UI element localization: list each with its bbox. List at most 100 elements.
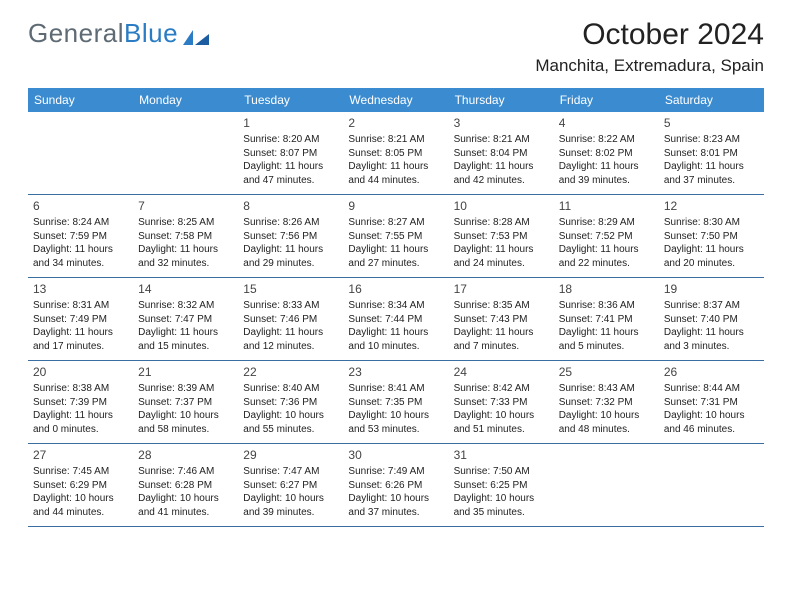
sunset-line: Sunset: 7:59 PM bbox=[33, 230, 128, 244]
day-cell: 10Sunrise: 8:28 AMSunset: 7:53 PMDayligh… bbox=[449, 195, 554, 277]
sunrise-line: Sunrise: 7:50 AM bbox=[454, 465, 549, 479]
brand-text-1: General bbox=[28, 18, 124, 49]
brand-sail-icon bbox=[181, 24, 211, 44]
sunset-line: Sunset: 7:33 PM bbox=[454, 396, 549, 410]
sunset-line: Sunset: 7:46 PM bbox=[243, 313, 338, 327]
day-cell: 31Sunrise: 7:50 AMSunset: 6:25 PMDayligh… bbox=[449, 444, 554, 526]
day-number: 13 bbox=[33, 281, 128, 297]
day-number: 26 bbox=[664, 364, 759, 380]
day-cell: 25Sunrise: 8:43 AMSunset: 7:32 PMDayligh… bbox=[554, 361, 659, 443]
weeks-container: 1Sunrise: 8:20 AMSunset: 8:07 PMDaylight… bbox=[28, 112, 764, 527]
sunset-line: Sunset: 6:28 PM bbox=[138, 479, 233, 493]
daylight-line: Daylight: 11 hours and 22 minutes. bbox=[559, 243, 654, 270]
day-cell: 2Sunrise: 8:21 AMSunset: 8:05 PMDaylight… bbox=[343, 112, 448, 194]
daylight-line: Daylight: 11 hours and 29 minutes. bbox=[243, 243, 338, 270]
day-number: 21 bbox=[138, 364, 233, 380]
sunset-line: Sunset: 7:47 PM bbox=[138, 313, 233, 327]
sunrise-line: Sunrise: 8:31 AM bbox=[33, 299, 128, 313]
sunrise-line: Sunrise: 8:27 AM bbox=[348, 216, 443, 230]
daylight-line: Daylight: 11 hours and 10 minutes. bbox=[348, 326, 443, 353]
sunset-line: Sunset: 8:04 PM bbox=[454, 147, 549, 161]
daylight-line: Daylight: 10 hours and 46 minutes. bbox=[664, 409, 759, 436]
daylight-line: Daylight: 11 hours and 47 minutes. bbox=[243, 160, 338, 187]
header: GeneralBlue October 2024 Manchita, Extre… bbox=[28, 18, 764, 76]
sunset-line: Sunset: 7:40 PM bbox=[664, 313, 759, 327]
sunrise-line: Sunrise: 8:21 AM bbox=[454, 133, 549, 147]
daylight-line: Daylight: 11 hours and 42 minutes. bbox=[454, 160, 549, 187]
day-cell: 7Sunrise: 8:25 AMSunset: 7:58 PMDaylight… bbox=[133, 195, 238, 277]
day-number: 7 bbox=[138, 198, 233, 214]
day-number: 3 bbox=[454, 115, 549, 131]
day-cell: 29Sunrise: 7:47 AMSunset: 6:27 PMDayligh… bbox=[238, 444, 343, 526]
day-number: 22 bbox=[243, 364, 338, 380]
sunrise-line: Sunrise: 8:39 AM bbox=[138, 382, 233, 396]
day-number: 17 bbox=[454, 281, 549, 297]
daylight-line: Daylight: 11 hours and 3 minutes. bbox=[664, 326, 759, 353]
sunrise-line: Sunrise: 8:36 AM bbox=[559, 299, 654, 313]
daylight-line: Daylight: 10 hours and 39 minutes. bbox=[243, 492, 338, 519]
sunrise-line: Sunrise: 8:35 AM bbox=[454, 299, 549, 313]
day-number: 18 bbox=[559, 281, 654, 297]
day-number: 4 bbox=[559, 115, 654, 131]
sunrise-line: Sunrise: 8:29 AM bbox=[559, 216, 654, 230]
dow-cell: Sunday bbox=[28, 88, 133, 112]
day-cell: 1 Sunrise: 8:20 AMSunset: 8:07 PMDaylight… bbox=[238, 112, 343, 194]
sunset-line: Sunset: 7:44 PM bbox=[348, 313, 443, 327]
day-cell: 18Sunrise: 8:36 AMSunset: 7:41 PMDayligh… bbox=[554, 278, 659, 360]
empty-cell bbox=[28, 112, 133, 194]
week-row: 13Sunrise: 8:31 AMSunset: 7:49 PMDayligh… bbox=[28, 278, 764, 361]
day-cell: 17Sunrise: 8:35 AMSunset: 7:43 PMDayligh… bbox=[449, 278, 554, 360]
location-text: Manchita, Extremadura, Spain bbox=[535, 56, 764, 76]
day-number: 25 bbox=[559, 364, 654, 380]
dow-cell: Thursday bbox=[449, 88, 554, 112]
day-number: 28 bbox=[138, 447, 233, 463]
daylight-line: Daylight: 11 hours and 17 minutes. bbox=[33, 326, 128, 353]
daylight-line: Daylight: 11 hours and 0 minutes. bbox=[33, 409, 128, 436]
sunset-line: Sunset: 8:05 PM bbox=[348, 147, 443, 161]
day-number: 16 bbox=[348, 281, 443, 297]
sunset-line: Sunset: 7:56 PM bbox=[243, 230, 338, 244]
day-number: 24 bbox=[454, 364, 549, 380]
sunset-line: Sunset: 7:43 PM bbox=[454, 313, 549, 327]
day-number: 29 bbox=[243, 447, 338, 463]
day-cell: 28Sunrise: 7:46 AMSunset: 6:28 PMDayligh… bbox=[133, 444, 238, 526]
sunset-line: Sunset: 7:55 PM bbox=[348, 230, 443, 244]
day-cell: 3 Sunrise: 8:21 AMSunset: 8:04 PMDaylight… bbox=[449, 112, 554, 194]
brand-logo: GeneralBlue bbox=[28, 18, 211, 49]
day-cell: 20Sunrise: 8:38 AMSunset: 7:39 PMDayligh… bbox=[28, 361, 133, 443]
week-row: 27Sunrise: 7:45 AMSunset: 6:29 PMDayligh… bbox=[28, 444, 764, 527]
day-cell: 12Sunrise: 8:30 AMSunset: 7:50 PMDayligh… bbox=[659, 195, 764, 277]
sunrise-line: Sunrise: 8:20 AM bbox=[243, 133, 338, 147]
day-cell: 9Sunrise: 8:27 AMSunset: 7:55 PMDaylight… bbox=[343, 195, 448, 277]
day-cell: 19Sunrise: 8:37 AMSunset: 7:40 PMDayligh… bbox=[659, 278, 764, 360]
sunrise-line: Sunrise: 8:26 AM bbox=[243, 216, 338, 230]
sunrise-line: Sunrise: 8:23 AM bbox=[664, 133, 759, 147]
day-number: 19 bbox=[664, 281, 759, 297]
day-number: 14 bbox=[138, 281, 233, 297]
sunrise-line: Sunrise: 8:28 AM bbox=[454, 216, 549, 230]
sunrise-line: Sunrise: 7:45 AM bbox=[33, 465, 128, 479]
calendar-page: GeneralBlue October 2024 Manchita, Extre… bbox=[0, 0, 792, 545]
calendar-grid: SundayMondayTuesdayWednesdayThursdayFrid… bbox=[28, 88, 764, 527]
sunrise-line: Sunrise: 8:34 AM bbox=[348, 299, 443, 313]
sunset-line: Sunset: 8:07 PM bbox=[243, 147, 338, 161]
sunrise-line: Sunrise: 8:44 AM bbox=[664, 382, 759, 396]
day-number: 10 bbox=[454, 198, 549, 214]
sunrise-line: Sunrise: 8:40 AM bbox=[243, 382, 338, 396]
day-number: 1 bbox=[243, 115, 338, 131]
daylight-line: Daylight: 10 hours and 51 minutes. bbox=[454, 409, 549, 436]
sunrise-line: Sunrise: 8:33 AM bbox=[243, 299, 338, 313]
daylight-line: Daylight: 10 hours and 37 minutes. bbox=[348, 492, 443, 519]
daylight-line: Daylight: 10 hours and 53 minutes. bbox=[348, 409, 443, 436]
day-cell: 8Sunrise: 8:26 AMSunset: 7:56 PMDaylight… bbox=[238, 195, 343, 277]
day-cell: 23Sunrise: 8:41 AMSunset: 7:35 PMDayligh… bbox=[343, 361, 448, 443]
sunrise-line: Sunrise: 8:30 AM bbox=[664, 216, 759, 230]
daylight-line: Daylight: 10 hours and 41 minutes. bbox=[138, 492, 233, 519]
day-number: 9 bbox=[348, 198, 443, 214]
day-cell: 14Sunrise: 8:32 AMSunset: 7:47 PMDayligh… bbox=[133, 278, 238, 360]
daylight-line: Daylight: 10 hours and 58 minutes. bbox=[138, 409, 233, 436]
sunset-line: Sunset: 6:25 PM bbox=[454, 479, 549, 493]
month-title: October 2024 bbox=[535, 18, 764, 52]
sunset-line: Sunset: 7:36 PM bbox=[243, 396, 338, 410]
sunset-line: Sunset: 7:50 PM bbox=[664, 230, 759, 244]
